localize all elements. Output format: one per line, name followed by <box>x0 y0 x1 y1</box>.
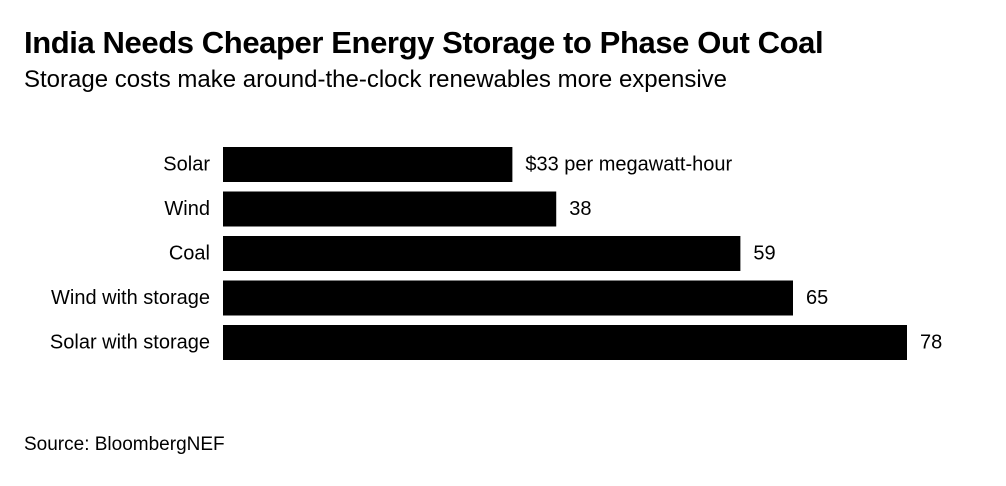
value-label: 59 <box>753 243 775 265</box>
bar-solar <box>223 147 513 182</box>
chart-subtitle: Storage costs make around-the-clock rene… <box>24 66 728 93</box>
bar-coal <box>223 236 741 271</box>
value-label: $33 per megawatt-hour <box>525 154 732 176</box>
category-label: Solar <box>163 154 210 176</box>
bar-chart: Solar $33 per megawatt-hour Wind 38 Coal 59 Wi… <box>50 147 942 360</box>
category-label: Wind with storage <box>51 287 210 309</box>
value-label: 38 <box>569 198 591 220</box>
category-label: Wind <box>164 198 210 220</box>
bar-wind <box>223 191 557 227</box>
value-label: 65 <box>806 287 828 309</box>
source-note: Source: BloombergNEF <box>24 434 225 455</box>
bar-solar-with-storage <box>223 325 907 360</box>
bar-wind-with-storage <box>223 280 793 316</box>
value-label: 78 <box>920 332 942 354</box>
category-label: Coal <box>169 243 210 265</box>
bars-layer: Solar $33 per megawatt-hour Wind 38 Coal 59 Wi… <box>50 147 942 360</box>
category-label: Solar with storage <box>50 332 210 354</box>
chart-title: India Needs Cheaper Energy Storage to Ph… <box>24 25 824 60</box>
